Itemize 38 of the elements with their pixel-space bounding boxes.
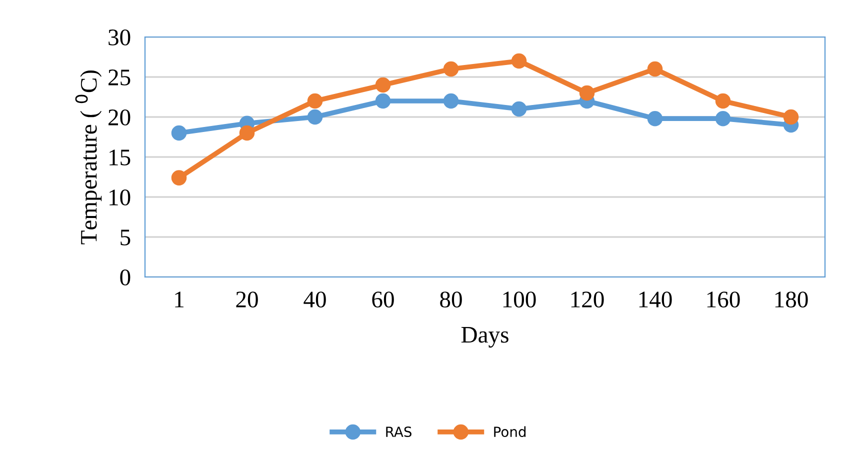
y-tick-label: 0: [120, 269, 130, 286]
point: [239, 125, 255, 141]
point: [715, 93, 731, 109]
point: [171, 125, 187, 141]
x-tick-label: 120: [571, 292, 604, 308]
x-tick-label: 40: [304, 292, 326, 308]
x-tick-label: 180: [775, 292, 808, 308]
legend-label: Pond: [494, 426, 526, 438]
y-tick-label: 5: [120, 230, 130, 246]
point: [443, 61, 459, 77]
y-tick-label: 30: [108, 29, 130, 46]
x-tick-label: 160: [707, 292, 740, 308]
x-tick-label: 1: [175, 292, 184, 308]
point: [715, 110, 731, 126]
legend-label: RAS: [386, 426, 412, 438]
y-axis-title: Temperature ( $^{0}$C): [75, 70, 102, 244]
point: [171, 170, 187, 186]
x-axis-title: Days: [461, 327, 508, 348]
x-tick-label: 20: [236, 292, 258, 308]
x-tick-label: 80: [440, 292, 462, 308]
point: [375, 93, 391, 109]
point: [511, 53, 527, 69]
point: [647, 61, 663, 77]
point: [511, 101, 527, 117]
y-tick-label: 10: [110, 189, 130, 206]
point: [307, 109, 323, 125]
y-tick-label: 25: [108, 70, 130, 86]
y-tick-label: 20: [108, 109, 130, 126]
point: [443, 93, 459, 109]
y-tick-label: 15: [110, 150, 130, 166]
point: [375, 77, 391, 93]
x-tick-label: 60: [372, 292, 394, 308]
x-tick-label: 140: [639, 292, 672, 308]
x-tick-label: 100: [503, 292, 536, 308]
point: [783, 109, 799, 125]
point: [307, 93, 323, 109]
point: [579, 85, 595, 101]
point: [647, 110, 663, 126]
